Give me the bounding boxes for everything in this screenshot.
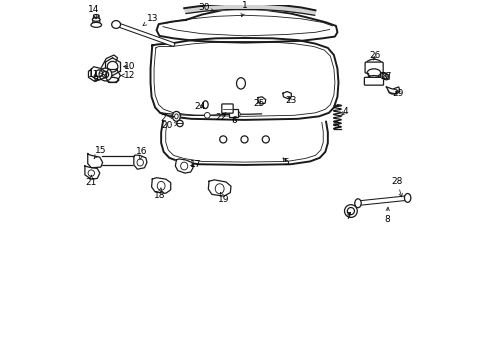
Text: 20: 20: [161, 121, 177, 130]
Polygon shape: [85, 166, 100, 179]
Text: 29: 29: [391, 89, 403, 98]
FancyBboxPatch shape: [229, 109, 237, 117]
Text: 22: 22: [215, 113, 226, 122]
Text: 8: 8: [384, 207, 389, 224]
Ellipse shape: [172, 111, 180, 121]
Text: 4: 4: [341, 107, 347, 116]
Text: 26: 26: [368, 50, 380, 60]
Text: 12: 12: [121, 71, 135, 80]
Text: 11: 11: [88, 70, 103, 79]
Polygon shape: [175, 159, 193, 173]
Text: 30: 30: [198, 3, 214, 12]
Ellipse shape: [354, 199, 361, 208]
Text: 6: 6: [231, 117, 237, 126]
Polygon shape: [87, 154, 102, 168]
Ellipse shape: [236, 78, 245, 89]
Ellipse shape: [111, 21, 121, 28]
Circle shape: [234, 111, 240, 117]
Circle shape: [174, 112, 180, 117]
Text: 24: 24: [194, 102, 205, 111]
Circle shape: [204, 112, 210, 118]
Text: 28: 28: [390, 177, 402, 197]
Ellipse shape: [366, 69, 380, 77]
Text: 18: 18: [153, 188, 165, 200]
Polygon shape: [386, 87, 399, 94]
Text: 13: 13: [142, 14, 159, 26]
Ellipse shape: [92, 18, 100, 21]
Polygon shape: [150, 38, 338, 120]
Ellipse shape: [93, 14, 99, 17]
Text: 2: 2: [160, 114, 174, 123]
Text: 10: 10: [123, 62, 135, 71]
Text: 25: 25: [253, 99, 264, 108]
Circle shape: [344, 205, 357, 217]
Ellipse shape: [203, 101, 208, 109]
Text: 5: 5: [283, 158, 288, 167]
Text: 16: 16: [136, 147, 147, 159]
Polygon shape: [151, 178, 170, 193]
Polygon shape: [282, 91, 291, 99]
Text: 9: 9: [92, 72, 98, 84]
Text: 1: 1: [241, 1, 247, 17]
Ellipse shape: [157, 181, 165, 190]
Polygon shape: [258, 97, 265, 104]
Polygon shape: [134, 155, 147, 169]
Text: 17: 17: [189, 161, 201, 170]
Polygon shape: [184, 4, 315, 15]
FancyBboxPatch shape: [365, 62, 383, 73]
Circle shape: [176, 120, 183, 127]
Text: 14: 14: [88, 5, 99, 19]
Ellipse shape: [106, 77, 119, 82]
Polygon shape: [161, 122, 327, 165]
Ellipse shape: [91, 22, 102, 27]
Ellipse shape: [382, 73, 386, 80]
Circle shape: [99, 68, 112, 81]
Polygon shape: [381, 73, 388, 80]
Text: 21: 21: [85, 175, 97, 187]
Polygon shape: [91, 67, 107, 80]
Ellipse shape: [365, 59, 381, 69]
Text: 23: 23: [285, 96, 296, 105]
Ellipse shape: [215, 184, 224, 194]
Ellipse shape: [404, 193, 410, 202]
Ellipse shape: [366, 76, 380, 83]
Ellipse shape: [180, 162, 187, 170]
Text: 3: 3: [332, 121, 338, 130]
Polygon shape: [156, 8, 337, 42]
Text: 27: 27: [379, 72, 390, 81]
Text: 15: 15: [94, 145, 106, 158]
Text: 7: 7: [345, 212, 350, 221]
FancyBboxPatch shape: [364, 77, 383, 85]
Polygon shape: [208, 180, 230, 196]
Ellipse shape: [137, 159, 143, 166]
Text: 19: 19: [218, 192, 229, 204]
FancyBboxPatch shape: [222, 104, 233, 113]
